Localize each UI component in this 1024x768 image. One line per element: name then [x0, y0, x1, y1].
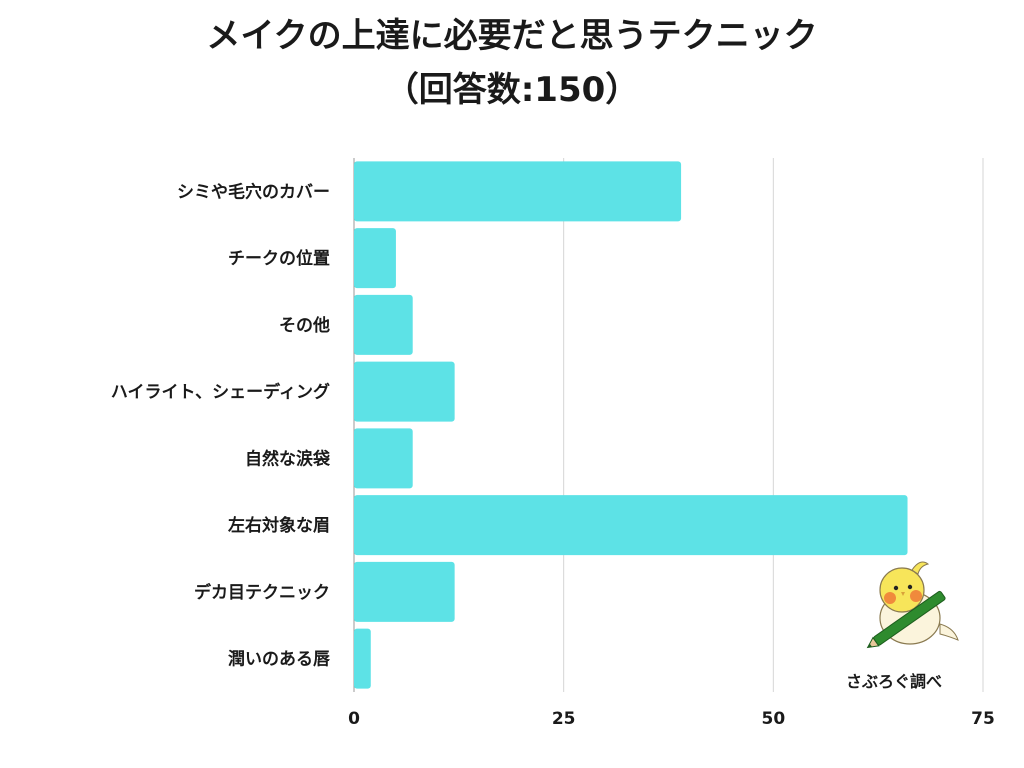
- chart-title: メイクの上達に必要だと思うテクニック: [206, 16, 818, 56]
- bar: [354, 495, 908, 556]
- category-label: シミや毛穴のカバー: [177, 181, 330, 202]
- category-label: その他: [279, 315, 330, 336]
- bar: [354, 361, 455, 422]
- bar: [354, 294, 413, 355]
- bar: [354, 428, 413, 489]
- bar: [354, 161, 682, 222]
- source-credit: さぶろぐ調べ: [846, 672, 943, 691]
- category-label: デカ目テクニック: [194, 582, 330, 603]
- bird-mascot-icon: [866, 561, 959, 649]
- category-label: 左右対象な眉: [228, 515, 330, 536]
- x-tick-label: 75: [971, 709, 995, 729]
- category-label: チークの位置: [228, 248, 330, 269]
- x-tick-label: 50: [761, 709, 785, 729]
- bar: [354, 628, 371, 689]
- category-label: 自然な涙袋: [245, 448, 331, 469]
- chart-subtitle: （回答数:150）: [384, 70, 640, 110]
- x-tick-label: 0: [348, 709, 360, 729]
- category-label: 潤いのある唇: [228, 650, 331, 670]
- bar: [354, 561, 455, 622]
- x-tick-label: 25: [552, 709, 576, 729]
- bar: [354, 228, 396, 289]
- category-label: ハイライト、シェーディング: [111, 382, 330, 403]
